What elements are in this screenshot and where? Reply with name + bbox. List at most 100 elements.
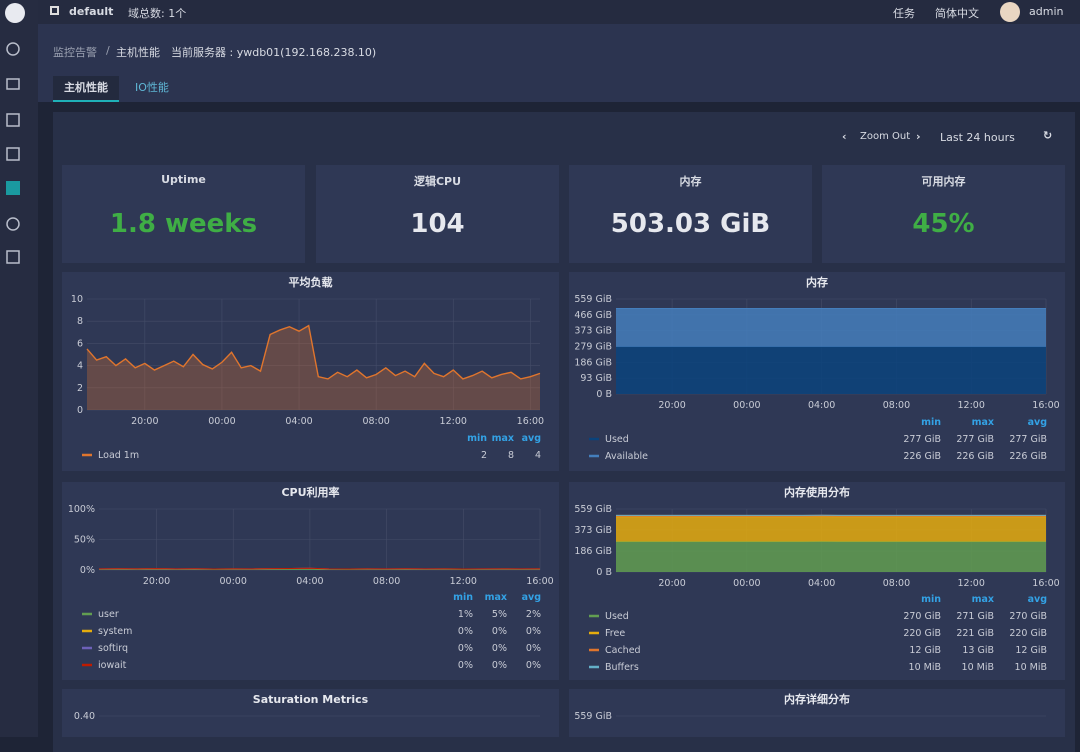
x-tick-label: 16:00: [1032, 400, 1059, 411]
area-fill: [616, 347, 1046, 394]
x-tick-label: 20:00: [658, 400, 685, 411]
tabs: 主机性能 IO性能: [38, 72, 1080, 102]
prev-button[interactable]: ‹: [842, 130, 847, 143]
sidebar: [0, 0, 38, 737]
legend-name: Buffers: [605, 662, 639, 673]
x-tick-label: 16:00: [517, 416, 544, 427]
org-select[interactable]: default: [69, 5, 113, 18]
legend-name: system: [98, 626, 132, 637]
x-tick-label: 20:00: [143, 576, 170, 587]
x-tick-label: 12:00: [958, 578, 985, 589]
legend-name: Used: [605, 434, 629, 445]
y-tick-label: 279 GiB: [574, 342, 612, 353]
legend-stat: 270 GiB: [903, 611, 941, 622]
area-fill: [87, 326, 540, 410]
legend-stat: 4: [535, 450, 541, 461]
legend-stat: 277 GiB: [903, 434, 941, 445]
avatar[interactable]: [1000, 2, 1020, 22]
legend-name: Free: [605, 628, 625, 639]
nav-icon[interactable]: [7, 148, 19, 160]
panel-title: Saturation Metrics: [253, 693, 369, 706]
y-tick-label: 559 GiB: [574, 294, 612, 305]
x-tick-label: 04:00: [808, 400, 835, 411]
legend-column: min: [921, 417, 941, 428]
y-tick-label: 6: [77, 338, 83, 349]
y-tick-label: 373 GiB: [574, 326, 612, 337]
legend-stat: 220 GiB: [1009, 628, 1047, 639]
next-button[interactable]: ›: [916, 130, 921, 143]
nav-icon[interactable]: [7, 218, 19, 230]
nav-icon[interactable]: [7, 43, 19, 55]
legend-stat: 277 GiB: [956, 434, 994, 445]
legend-stat: 1%: [458, 609, 473, 620]
tasks[interactable]: 任务: [893, 5, 915, 21]
y-tick-label: 559 GiB: [574, 711, 612, 722]
x-tick-label: 08:00: [883, 578, 910, 589]
refresh-button[interactable]: ↻: [1043, 129, 1052, 142]
stat-value: 104: [316, 209, 559, 239]
legend-name: Load 1m: [98, 450, 139, 461]
x-tick-label: 12:00: [450, 576, 477, 587]
y-tick-label: 373 GiB: [574, 525, 612, 536]
x-tick-label: 04:00: [296, 576, 323, 587]
y-tick-label: 4: [77, 361, 83, 372]
legend-stat: 10 MiB: [1015, 662, 1047, 673]
legend-stat: 0%: [526, 643, 541, 654]
legend-stat: 0%: [458, 626, 473, 637]
series-line: [99, 568, 540, 569]
y-tick-label: 8: [77, 316, 83, 327]
legend-stat: 226 GiB: [903, 451, 941, 462]
breadcrumb-sep: /: [106, 44, 110, 57]
panel-title: 内存: [806, 275, 828, 289]
legend-column: min: [921, 594, 941, 605]
x-tick-label: 08:00: [362, 416, 389, 427]
y-tick-label: 2: [77, 383, 83, 394]
tab[interactable]: IO性能: [124, 76, 180, 100]
logo: [5, 3, 25, 23]
breadcrumb-item[interactable]: 监控告警: [53, 44, 97, 60]
x-tick-label: 00:00: [733, 578, 760, 589]
legend-stat: 0%: [492, 643, 507, 654]
zoom-out[interactable]: Zoom Out: [860, 131, 910, 142]
legend-column: avg: [522, 433, 541, 444]
y-tick-label: 0%: [80, 565, 95, 576]
grid-icon: [50, 6, 59, 15]
language-select[interactable]: 简体中文: [935, 5, 979, 21]
legend-stat: 221 GiB: [956, 628, 994, 639]
x-tick-label: 04:00: [808, 578, 835, 589]
x-tick-label: 12:00: [440, 416, 467, 427]
legend-name: softirq: [98, 643, 128, 654]
legend-column: max: [972, 417, 994, 428]
nav-icon[interactable]: [7, 251, 19, 263]
time-range[interactable]: Last 24 hours: [940, 131, 1015, 144]
legend-column: max: [492, 433, 514, 444]
legend-stat: 220 GiB: [903, 628, 941, 639]
y-tick-label: 0 B: [596, 389, 612, 400]
legend-stat: 10 MiB: [962, 662, 994, 673]
legend-stat: 0%: [458, 643, 473, 654]
y-tick-label: 93 GiB: [580, 373, 612, 384]
tab-active[interactable]: 主机性能: [53, 76, 119, 102]
x-tick-label: 04:00: [285, 416, 312, 427]
user-menu[interactable]: admin: [1029, 5, 1063, 18]
nav-icon[interactable]: [7, 79, 19, 89]
legend-stat: 12 GiB: [909, 645, 941, 656]
nav-icon-active[interactable]: [6, 181, 20, 195]
y-tick-label: 466 GiB: [574, 310, 612, 321]
stat-value: 45%: [822, 209, 1065, 239]
y-tick-label: 50%: [74, 535, 95, 546]
nav-icon[interactable]: [7, 114, 19, 126]
legend-stat: 5%: [492, 609, 507, 620]
legend-stat: 0%: [492, 660, 507, 671]
x-tick-label: 00:00: [733, 400, 760, 411]
x-tick-label: 16:00: [526, 576, 553, 587]
server-select[interactable]: 当前服务器 : ywdb01(192.168.238.10): [171, 44, 376, 60]
legend-stat: 10 MiB: [909, 662, 941, 673]
y-tick-label: 0 B: [596, 567, 612, 578]
